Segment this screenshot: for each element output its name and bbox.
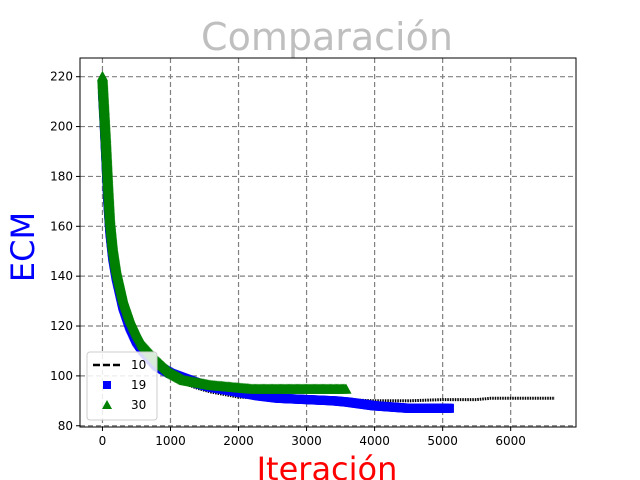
legend: 10 19 30	[86, 351, 158, 421]
y-tick-label: 80	[58, 419, 73, 433]
series-layer	[96, 70, 555, 413]
legend-label: 30	[131, 398, 146, 412]
y-tick-label: 180	[50, 169, 73, 183]
x-tick-label: 6000	[495, 434, 526, 448]
legend-marker	[102, 400, 112, 409]
y-tick-label: 100	[50, 369, 73, 383]
y-tick-label: 160	[50, 219, 73, 233]
y-tick-label: 220	[50, 70, 73, 84]
legend-box	[86, 351, 158, 421]
x-tick-label: 2000	[223, 434, 254, 448]
legend-item: 30	[102, 398, 146, 412]
plot-frame	[79, 57, 577, 428]
x-tick-label: 0	[99, 434, 107, 448]
y-tick-label: 140	[50, 269, 73, 283]
x-tick-label: 3000	[291, 434, 322, 448]
data-point	[444, 403, 454, 413]
x-tick-label: 5000	[427, 434, 458, 448]
y-tick-label: 200	[50, 120, 73, 134]
legend-label: 19	[131, 378, 146, 392]
legend-item: 10	[93, 358, 146, 372]
chart-title: Comparación	[201, 15, 453, 59]
x-axis-label: Iteración	[257, 450, 398, 480]
legend-marker	[103, 381, 111, 389]
legend-item: 19	[103, 378, 146, 392]
axis-ticks: 0 1000 2000 3000 4000 5000 6000 80 100 120 140 160 1…	[50, 70, 526, 448]
x-tick-label: 4000	[359, 434, 390, 448]
y-tick-label: 120	[50, 319, 73, 333]
data-point	[340, 383, 352, 394]
y-axis-label: ECM	[4, 212, 42, 282]
legend-label: 10	[131, 358, 146, 372]
x-tick-label: 1000	[155, 434, 186, 448]
